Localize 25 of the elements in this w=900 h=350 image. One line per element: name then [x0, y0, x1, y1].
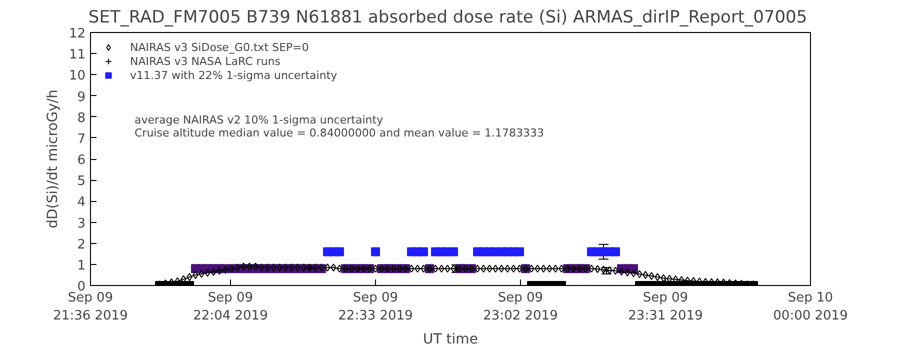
y-tick-label: 6 — [77, 153, 86, 168]
x-axis-title: UT time — [423, 332, 478, 348]
legend-label: NAIRAS v3 SiDose_G0.txt SEP=0 — [130, 40, 309, 54]
y-tick-label: 8 — [77, 110, 86, 126]
y-tick-label: 2 — [77, 237, 86, 252]
y-tick-label: 3 — [77, 216, 86, 232]
y-tick-label: 4 — [77, 195, 86, 210]
y-tick-label: 1 — [77, 258, 86, 274]
y-tick-label: 9 — [77, 90, 86, 105]
annotation: Cruise altitude median value = 0.84000000 and mean value = 1.1783333 — [134, 126, 544, 140]
x-tick-label: Sep 09 22:33 2019 — [338, 290, 413, 324]
x-tick-label: Sep 09 23:02 2019 — [483, 290, 558, 324]
y-tick-label: 7 — [77, 132, 86, 147]
y-tick-label: 12 — [68, 26, 86, 42]
legend-label: NAIRAS v3 NASA LaRC runs — [130, 54, 281, 68]
x-tick-label: Sep 09 23:31 2019 — [628, 290, 703, 324]
y-axis-title: dD(Si)/dt microGy/h — [44, 90, 61, 228]
annotation: average NAIRAS v2 10% 1-sigma uncertainty — [134, 114, 384, 126]
legend-label: v11.37 with 22% 1-sigma uncertainty — [130, 68, 338, 82]
chart-title: SET_RAD_FM7005 B739 N61881 absorbed dose rate (Si) ARMAS_dirIP_Report_07005 — [88, 8, 808, 28]
y-tick-label: 10 — [68, 68, 86, 84]
y-tick-label: 5 — [77, 174, 86, 190]
y-tick-label: 11 — [68, 48, 86, 63]
x-tick-label: Sep 09 22:04 2019 — [193, 290, 268, 324]
x-tick-label: Sep 10 00:00 2019 — [773, 290, 848, 324]
